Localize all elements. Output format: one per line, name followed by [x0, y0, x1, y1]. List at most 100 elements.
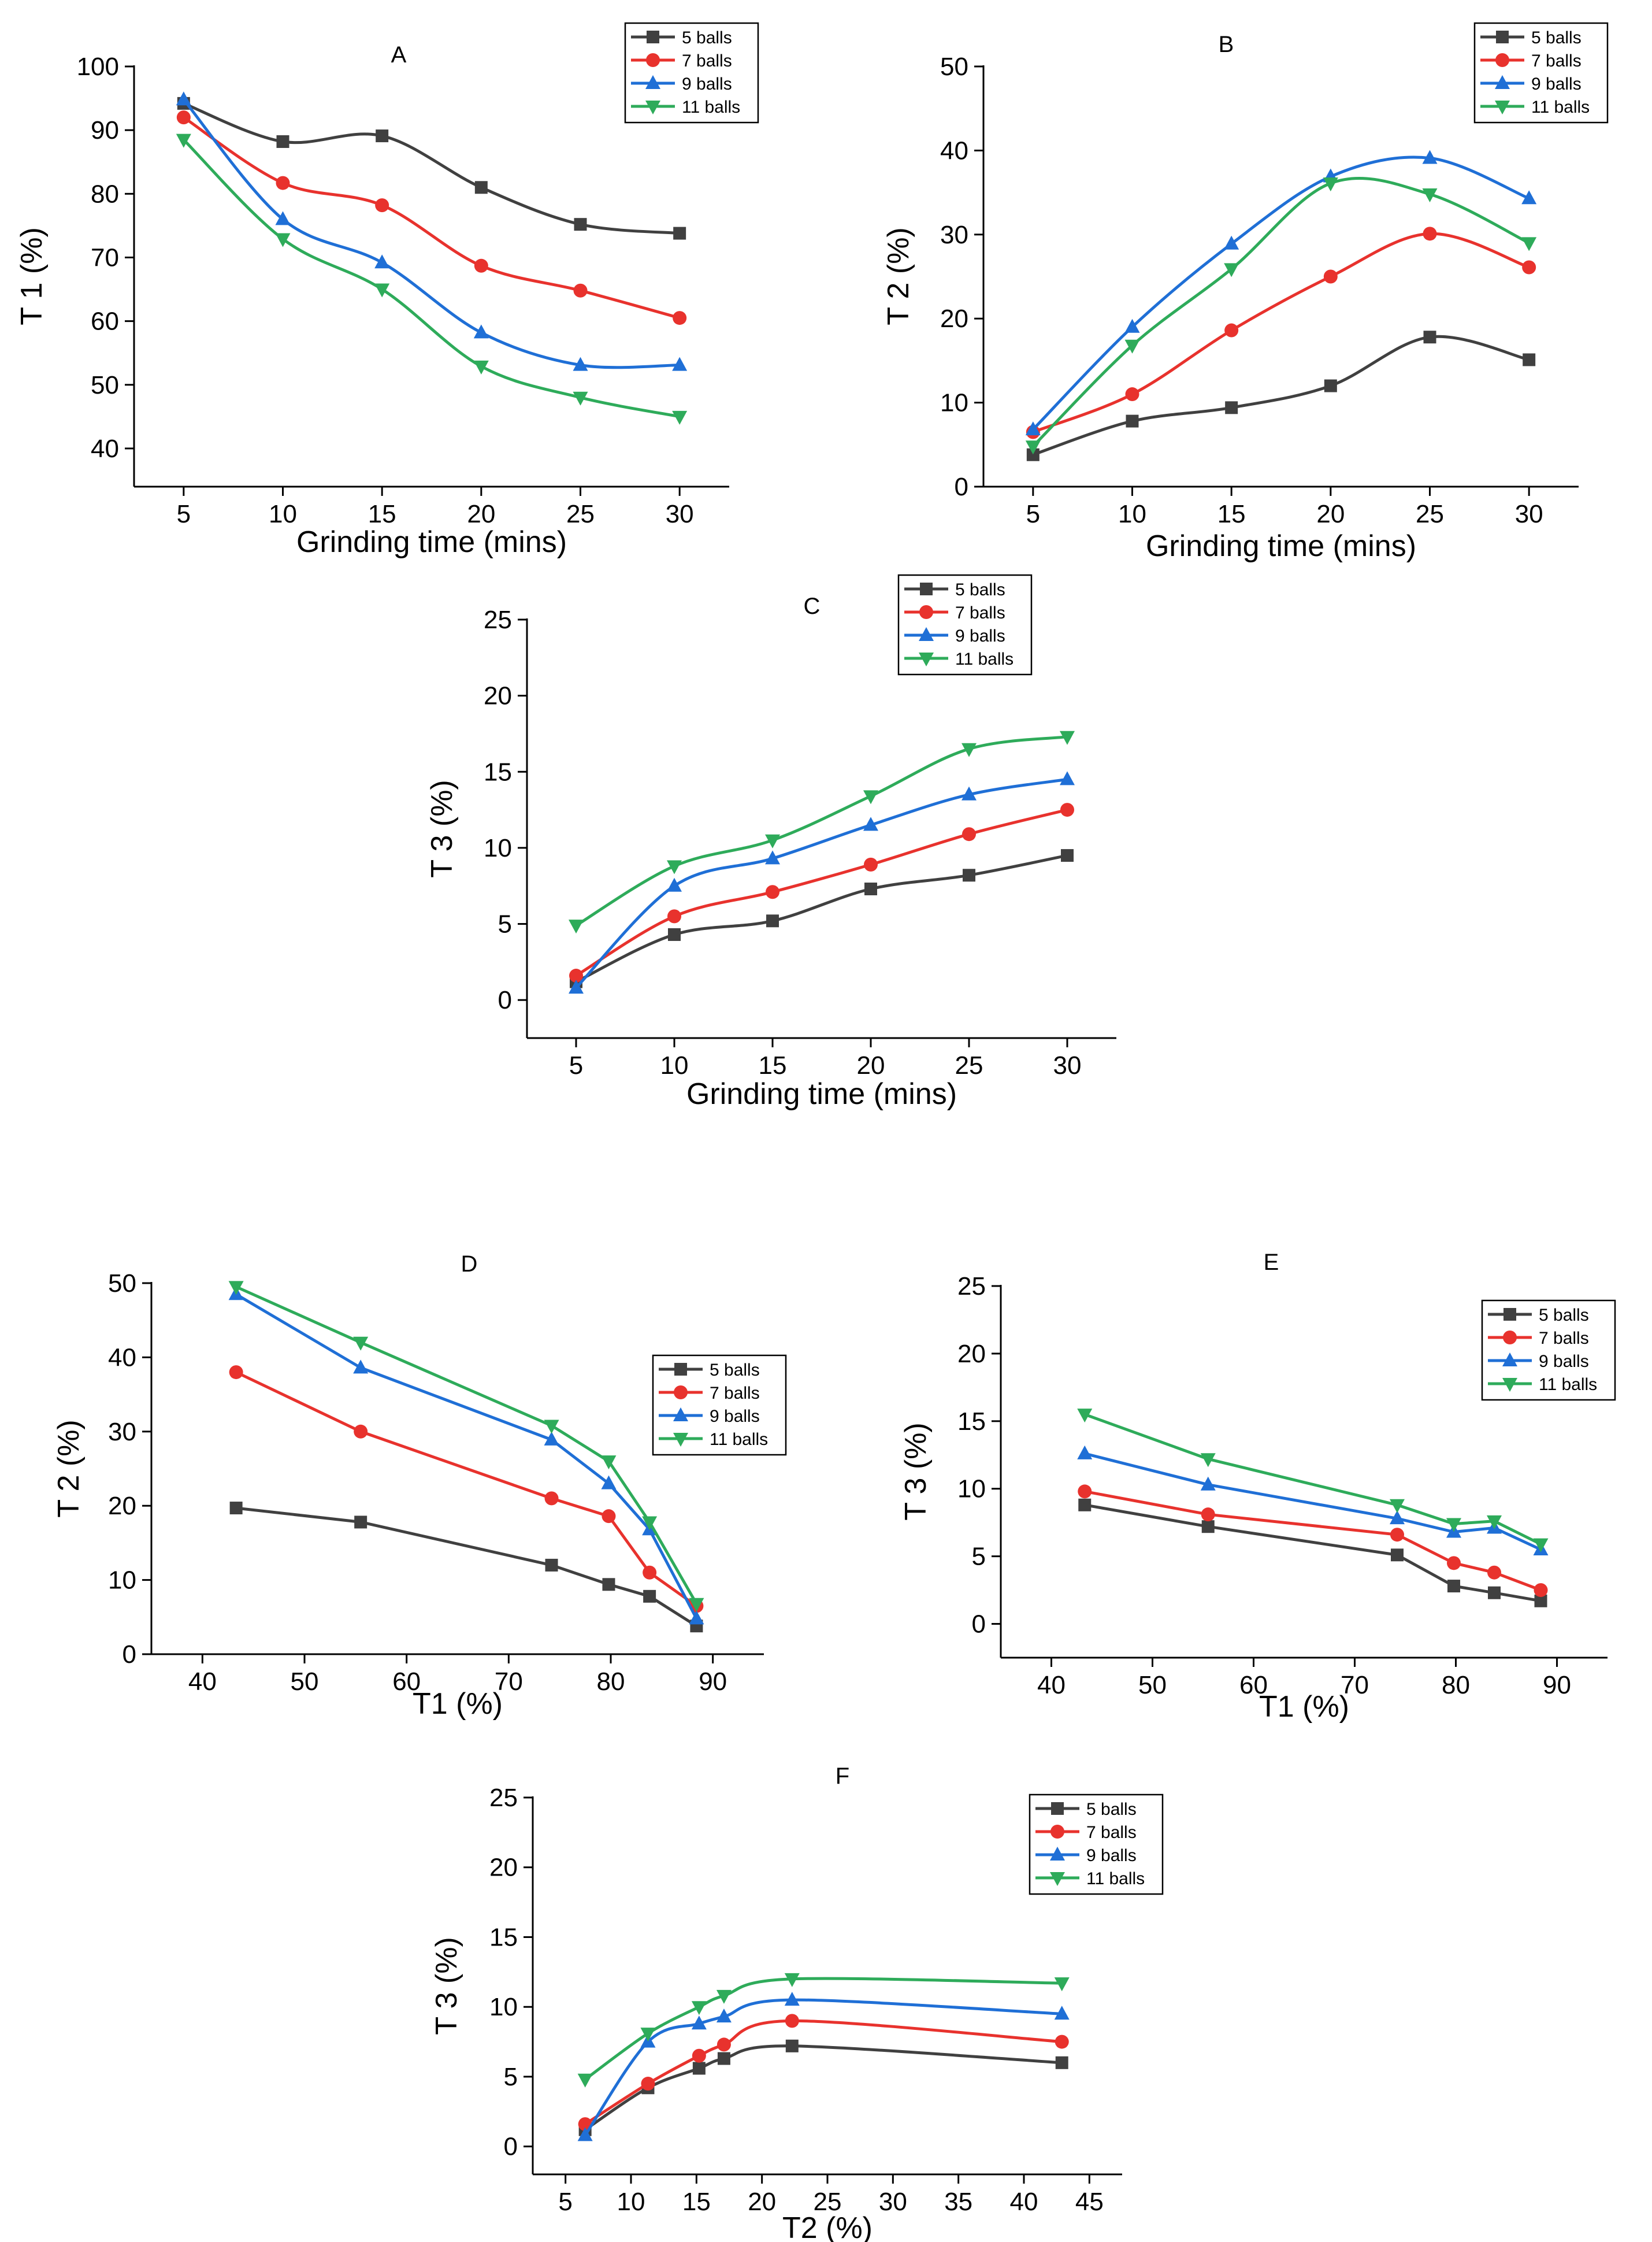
- x-tick-label: 15: [1217, 500, 1246, 528]
- legend-swatch-marker: [1495, 53, 1509, 67]
- series-line: [584, 1998, 1062, 2136]
- data-point: [863, 817, 878, 831]
- data-point: [353, 1336, 369, 1351]
- x-tick-label: 20: [857, 1051, 885, 1080]
- y-tick-label: 0: [122, 1640, 136, 1669]
- x-axis-label: T1 (%): [413, 1687, 503, 1721]
- x-tick-label: 60: [1239, 1671, 1268, 1699]
- x-axis-label: Grinding time (mins): [296, 525, 567, 559]
- data-point: [1060, 731, 1075, 745]
- y-tick-label: 90: [91, 116, 119, 144]
- data-point: [276, 135, 289, 148]
- legend-label: 9 balls: [1086, 1846, 1137, 1865]
- series-line: [235, 1285, 698, 1604]
- series-5-balls: [1026, 331, 1536, 461]
- x-tick-label: 50: [291, 1667, 319, 1696]
- data-point: [1423, 227, 1437, 241]
- data-point: [717, 2037, 731, 2052]
- x-axis-label: T2 (%): [782, 2211, 873, 2242]
- x-tick-label: 50: [1138, 1671, 1167, 1699]
- y-tick-label: 25: [489, 1784, 518, 1812]
- legend-swatch-marker: [1502, 1352, 1517, 1366]
- x-tick-label: 20: [748, 2188, 776, 2216]
- data-point: [577, 2127, 593, 2141]
- series-line: [182, 98, 680, 369]
- data-point: [569, 969, 583, 983]
- x-tick-label: 5: [177, 500, 191, 528]
- legend-swatch-marker: [920, 583, 933, 595]
- chart-panel-b: 5 10 15 20 25 30 0 10 20 30 40 50 Grinding time (min…: [882, 22, 1609, 563]
- data-point: [1324, 379, 1337, 392]
- data-point: [1077, 1409, 1093, 1423]
- y-tick-label: 15: [489, 1923, 518, 1951]
- data-point: [1534, 1594, 1547, 1607]
- x-tick-label: 25: [1416, 500, 1444, 528]
- y-tick-label: 60: [91, 307, 119, 336]
- data-point: [766, 914, 779, 928]
- y-tick-label: 50: [940, 53, 968, 81]
- data-point: [176, 110, 191, 125]
- data-point: [474, 181, 488, 194]
- data-point: [1055, 2056, 1068, 2069]
- y-axis-label: T 2 (%): [882, 227, 915, 325]
- data-point: [573, 283, 588, 298]
- series-9-balls: [228, 1286, 704, 1625]
- y-tick-label: 10: [489, 1993, 518, 2021]
- legend-label: 7 balls: [1531, 51, 1582, 71]
- x-axis-label: Grinding time (mins): [686, 1077, 957, 1111]
- data-point: [864, 882, 877, 895]
- series-11-balls: [569, 731, 1075, 934]
- y-tick-label: 5: [972, 1543, 986, 1571]
- data-point: [1423, 331, 1436, 344]
- data-point: [1390, 1510, 1405, 1525]
- y-tick-label: 10: [940, 389, 968, 417]
- data-point: [1323, 269, 1338, 284]
- y-tick-label: 25: [957, 1272, 986, 1300]
- data-point: [569, 980, 584, 994]
- data-point: [643, 1589, 656, 1603]
- y-tick-label: 5: [504, 2063, 518, 2091]
- legend-swatch-marker: [1503, 1308, 1516, 1321]
- data-point: [228, 1281, 244, 1295]
- x-tick-label: 90: [1543, 1671, 1571, 1699]
- data-point: [354, 1515, 367, 1529]
- legend-swatch-marker: [674, 1363, 687, 1376]
- series-line: [1032, 176, 1530, 447]
- data-point: [1523, 353, 1536, 366]
- panel-title: D: [461, 1251, 478, 1277]
- data-point: [864, 857, 878, 872]
- x-tick-label: 30: [666, 500, 694, 528]
- series-line: [1084, 1489, 1542, 1592]
- legend-label: 5 balls: [1539, 1306, 1589, 1325]
- data-point: [766, 885, 779, 899]
- legend-swatch-marker: [1495, 75, 1510, 89]
- data-point: [1422, 150, 1438, 164]
- x-tick-label: 10: [1118, 500, 1146, 528]
- x-tick-label: 70: [495, 1667, 523, 1696]
- data-point: [1487, 1515, 1502, 1529]
- y-tick-label: 30: [940, 221, 968, 249]
- data-point: [667, 860, 682, 874]
- data-point: [474, 258, 488, 273]
- legend-label: 9 balls: [710, 1407, 760, 1426]
- data-point: [963, 869, 975, 882]
- series-7-balls: [569, 803, 1074, 983]
- panel-title: A: [391, 42, 407, 68]
- data-point: [354, 1424, 368, 1439]
- data-point: [601, 1455, 617, 1470]
- data-point: [374, 283, 390, 298]
- legend-swatch-marker: [645, 101, 660, 114]
- x-tick-label: 80: [597, 1667, 625, 1696]
- data-point: [1061, 849, 1074, 862]
- data-point: [1390, 1528, 1404, 1542]
- legend: 5 balls 7 balls 9 balls 11 balls: [624, 22, 759, 124]
- series-5-balls: [229, 1502, 703, 1633]
- y-tick-label: 50: [91, 371, 119, 399]
- data-point: [1025, 421, 1041, 436]
- series-line: [235, 1293, 698, 1620]
- data-point: [1126, 414, 1139, 428]
- x-tick-label: 20: [1316, 500, 1345, 528]
- data-point: [785, 2014, 799, 2028]
- x-tick-label: 10: [269, 500, 297, 528]
- legend-label: 7 balls: [955, 603, 1005, 622]
